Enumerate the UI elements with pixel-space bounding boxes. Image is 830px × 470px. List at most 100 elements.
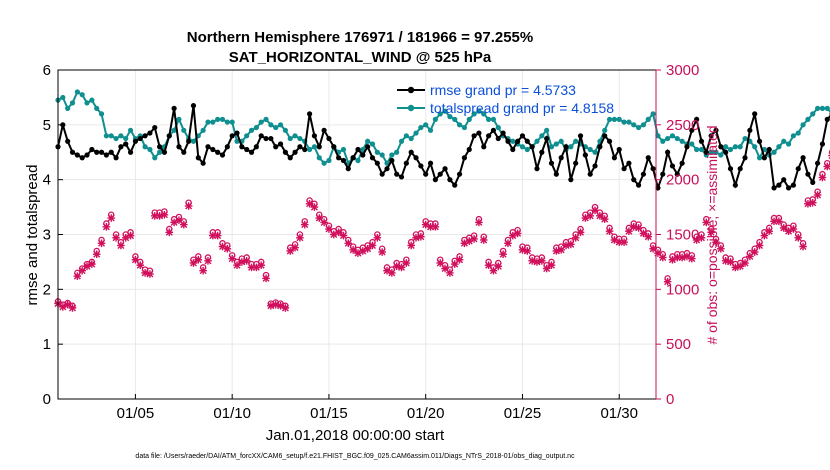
totalspread-marker xyxy=(326,157,332,164)
assimilated-obs-marker xyxy=(378,248,386,256)
assimilated-obs-marker xyxy=(146,270,154,278)
assimilated-obs-marker xyxy=(494,262,503,271)
totalspread-marker xyxy=(273,124,279,131)
rmse-marker xyxy=(384,166,390,172)
rmse-marker xyxy=(244,146,250,153)
rmse-marker xyxy=(118,144,124,150)
rmse-marker xyxy=(427,160,434,166)
assimilated-obs-marker xyxy=(755,241,764,250)
y-axis-right-label: # of obs: o=possible; ×=assimilated xyxy=(704,125,720,344)
assimilated-obs-marker xyxy=(199,266,207,275)
assimilated-obs-marker xyxy=(136,261,145,270)
totalspread-marker xyxy=(568,144,574,150)
rmse-marker xyxy=(336,155,342,161)
assimilated-obs-marker xyxy=(320,218,328,227)
assimilated-obs-marker xyxy=(344,239,353,248)
y-axis-left-label: rmse and totalspread xyxy=(24,165,41,306)
assimilated-obs-marker xyxy=(339,231,348,240)
totalspread-marker xyxy=(447,114,453,120)
assimilated-obs-marker xyxy=(576,228,585,237)
totalspread-marker xyxy=(471,111,477,117)
rmse-marker xyxy=(219,152,226,158)
rmse-marker xyxy=(524,138,530,144)
assimilated-obs-marker xyxy=(644,232,653,241)
rmse-marker xyxy=(795,166,801,172)
assimilated-obs-marker xyxy=(620,238,628,246)
totalspread-marker xyxy=(723,144,729,150)
rmse-marker xyxy=(529,144,535,150)
rmse-marker xyxy=(190,103,197,109)
rmse-marker xyxy=(476,130,482,136)
assimilated-obs-marker xyxy=(73,272,82,280)
assimilated-obs-marker xyxy=(750,248,759,256)
rmse-marker xyxy=(645,155,651,161)
assimilated-obs-marker xyxy=(78,266,86,275)
totalspread-marker xyxy=(244,133,250,139)
totalspread-marker xyxy=(732,144,738,150)
y-left-tick-label: 6 xyxy=(43,62,51,79)
assimilated-obs-marker xyxy=(479,236,488,244)
rmse-marker xyxy=(626,160,632,166)
totalspread-marker xyxy=(544,127,550,133)
rmse-marker xyxy=(723,149,729,155)
rmse-marker xyxy=(456,171,463,177)
totalspread-marker xyxy=(573,138,579,144)
assimilated-obs-marker xyxy=(697,233,706,242)
rmse-marker xyxy=(268,135,274,142)
rmse-marker xyxy=(398,174,405,180)
rmse-marker xyxy=(747,127,753,133)
totalspread-marker xyxy=(258,119,264,125)
assimilated-obs-marker xyxy=(542,264,551,273)
assimilated-obs-marker xyxy=(223,244,232,253)
assimilated-obs-marker xyxy=(165,228,174,237)
assimilated-obs-marker xyxy=(310,203,319,211)
totalspread-marker xyxy=(621,119,627,125)
data-file-footnote: data file: /Users/raeder/DAI/ATM_forcXX/… xyxy=(135,453,575,460)
x-tick-label: 01/10 xyxy=(213,405,251,422)
assimilated-obs-marker xyxy=(470,235,478,243)
rmse-marker xyxy=(345,166,351,172)
rmse-marker xyxy=(273,144,279,150)
assimilated-obs-marker xyxy=(431,223,440,231)
assimilated-obs-marker xyxy=(765,227,774,236)
totalspread-marker xyxy=(205,119,211,125)
assimilated-obs-marker xyxy=(276,301,285,310)
rmse-marker xyxy=(355,146,361,153)
totalspread-marker xyxy=(718,152,724,158)
assimilated-obs-marker xyxy=(736,262,744,271)
rmse-marker xyxy=(442,166,448,172)
totalspread-marker xyxy=(398,138,405,144)
rmse-marker xyxy=(495,135,501,142)
totalspread-marker xyxy=(176,116,182,122)
rmse-marker xyxy=(718,144,724,150)
assimilated-obs-marker xyxy=(455,255,464,264)
totalspread-marker xyxy=(65,105,71,111)
assimilated-obs-marker xyxy=(388,269,396,277)
y-left-tick-label: 4 xyxy=(43,172,51,189)
assimilated-obs-marker xyxy=(300,220,309,229)
totalspread-marker xyxy=(379,152,385,158)
assimilated-obs-marker xyxy=(538,257,546,265)
totalspread-marker xyxy=(277,122,284,128)
totalspread-marker xyxy=(268,122,274,128)
totalspread-marker xyxy=(650,111,656,117)
rmse-marker xyxy=(258,133,264,139)
rmse-marker xyxy=(703,149,709,155)
rmse-marker xyxy=(282,149,288,155)
totalspread-marker xyxy=(669,133,676,139)
rmse-marker xyxy=(418,163,424,169)
totalspread-marker xyxy=(476,108,482,114)
legend: rmse grand pr = 4.5733 totalspread grand… xyxy=(397,82,614,116)
totalspread-marker xyxy=(461,124,468,131)
totalspread-marker xyxy=(698,146,705,153)
rmse-marker xyxy=(263,135,269,142)
rmse-marker xyxy=(485,133,492,139)
rmse-marker xyxy=(321,127,327,133)
totalspread-marker xyxy=(229,119,235,125)
totalspread-marker xyxy=(427,127,434,133)
totalspread-marker xyxy=(123,135,129,142)
assimilated-obs-marker xyxy=(702,218,711,227)
assimilated-obs-marker xyxy=(513,229,522,238)
rmse-marker xyxy=(205,144,211,150)
totalspread-marker xyxy=(311,144,318,150)
